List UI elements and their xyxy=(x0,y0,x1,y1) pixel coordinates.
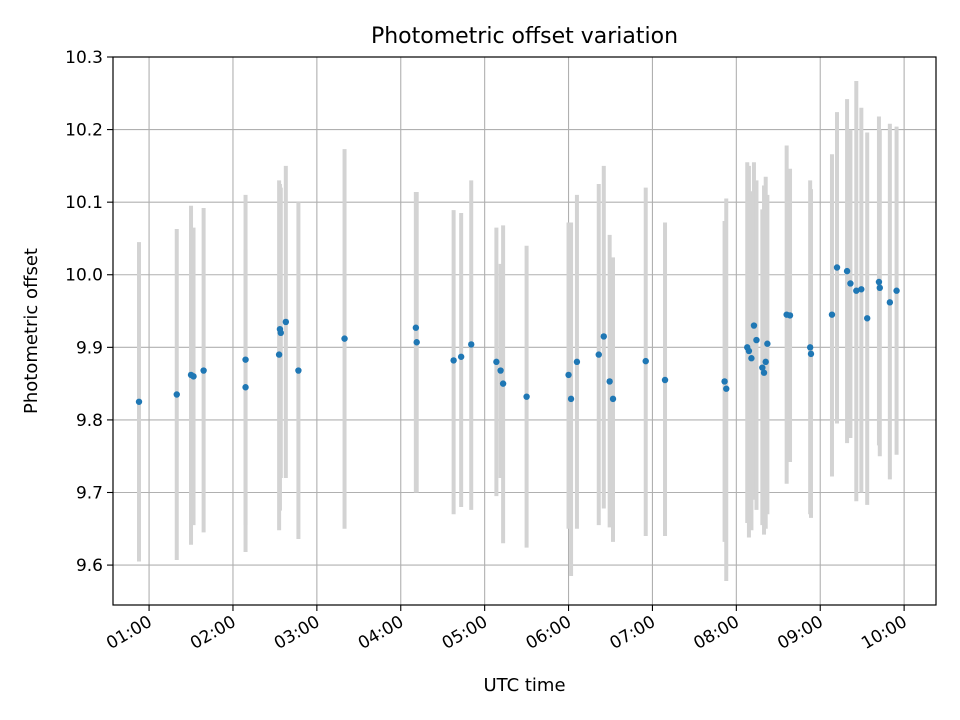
y-tick-label: 9.7 xyxy=(76,483,103,503)
data-point xyxy=(807,350,815,358)
chart-title: Photometric offset variation xyxy=(371,24,678,49)
data-point xyxy=(893,287,900,294)
data-point xyxy=(457,353,465,360)
data-point xyxy=(748,355,755,362)
data-point xyxy=(277,329,284,337)
data-point xyxy=(609,395,617,403)
data-point xyxy=(413,339,420,346)
data-point xyxy=(282,318,290,326)
data-point xyxy=(661,376,669,384)
data-point xyxy=(341,335,348,342)
data-point xyxy=(565,371,572,379)
data-point xyxy=(876,284,883,292)
data-point xyxy=(173,391,180,398)
data-point xyxy=(523,393,530,400)
data-point xyxy=(242,384,249,391)
data-point xyxy=(762,358,769,366)
y-tick-label: 10.0 xyxy=(65,266,103,286)
data-point xyxy=(886,299,894,306)
y-tick-label: 9.9 xyxy=(76,338,103,358)
data-point xyxy=(786,312,794,319)
data-point xyxy=(595,351,602,358)
data-point xyxy=(468,341,475,348)
data-point xyxy=(499,380,507,387)
y-tick-label: 9.8 xyxy=(76,411,103,431)
data-point xyxy=(745,347,753,355)
data-point xyxy=(642,357,649,365)
data-point xyxy=(753,336,760,344)
data-point xyxy=(190,373,197,380)
data-point xyxy=(412,324,420,331)
data-point xyxy=(858,286,865,293)
data-point xyxy=(847,280,854,287)
data-point xyxy=(764,340,771,347)
y-tick-label: 10.1 xyxy=(65,193,103,213)
data-point xyxy=(493,358,500,366)
data-point xyxy=(450,357,457,364)
data-point xyxy=(843,267,851,275)
y-tick-label: 9.6 xyxy=(76,556,103,576)
y-axis-ticks: 9.6 9.7 9.8 9.9 10.0 10.1 10.2 10.3 xyxy=(65,48,113,576)
data-point xyxy=(600,333,607,340)
data-point xyxy=(806,344,814,351)
data-point xyxy=(864,315,871,322)
data-point xyxy=(759,364,766,371)
data-point xyxy=(135,398,143,405)
data-point xyxy=(750,322,758,329)
x-axis-label: UTC time xyxy=(483,675,565,696)
data-point xyxy=(833,264,841,271)
data-point xyxy=(723,385,730,392)
y-axis-label: Photometric offset xyxy=(21,248,42,414)
y-tick-label: 10.2 xyxy=(65,121,103,141)
data-point xyxy=(242,356,249,363)
data-point xyxy=(828,311,836,318)
data-point xyxy=(295,367,302,374)
data-point xyxy=(721,378,728,385)
data-points xyxy=(135,264,900,405)
data-point xyxy=(275,351,283,358)
data-point xyxy=(853,287,860,294)
data-point xyxy=(573,358,581,366)
plot-frame xyxy=(112,56,937,606)
data-point xyxy=(567,395,575,403)
data-point xyxy=(497,367,504,374)
data-point xyxy=(200,367,207,374)
data-point xyxy=(875,278,883,286)
data-point xyxy=(760,369,768,376)
y-tick-label: 10.3 xyxy=(65,48,103,68)
data-point xyxy=(606,378,613,385)
